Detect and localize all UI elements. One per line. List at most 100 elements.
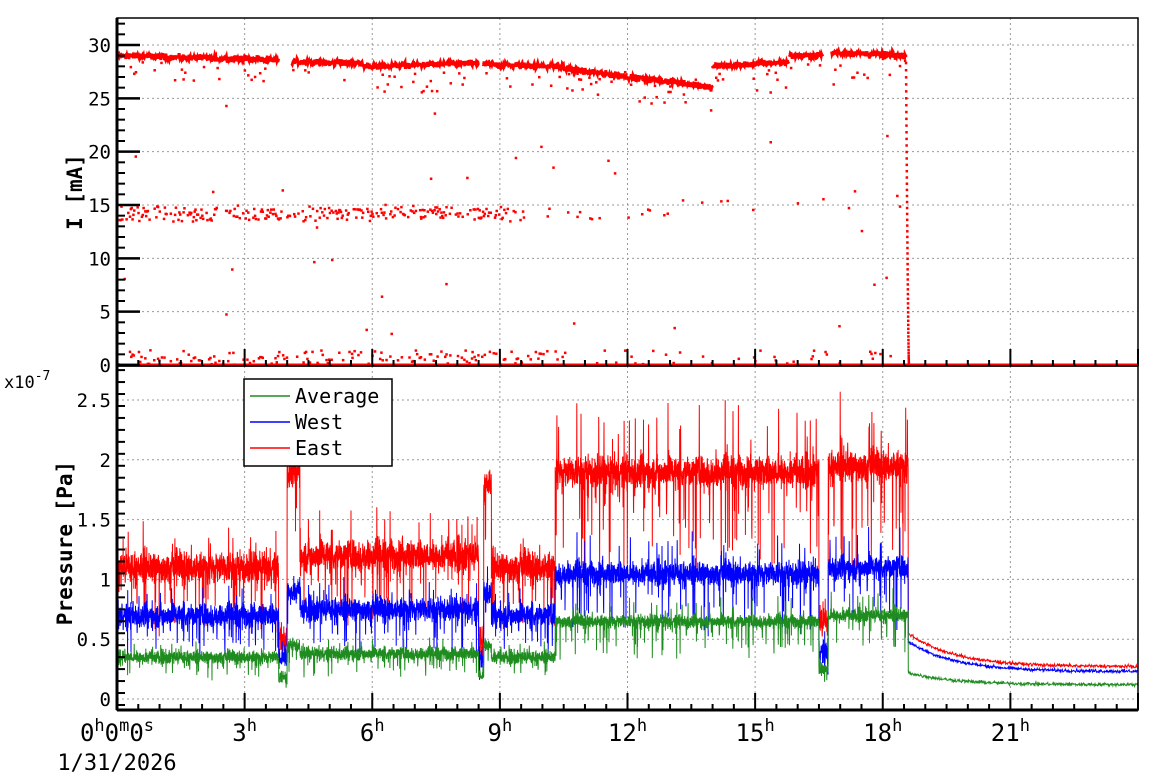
- current-point: [322, 214, 326, 217]
- current-point: [435, 212, 438, 216]
- x-tick-sup: h: [637, 716, 647, 736]
- current-point: [879, 352, 882, 356]
- current-point: [238, 216, 242, 220]
- current-point: [595, 361, 599, 365]
- current-point: [250, 78, 253, 82]
- current-point: [492, 352, 495, 355]
- current-point: [461, 215, 464, 219]
- current-point: [634, 362, 637, 365]
- current-point: [335, 212, 339, 215]
- current-point: [522, 216, 526, 219]
- current-drop-point: [905, 124, 908, 127]
- current-point: [446, 362, 450, 365]
- current-drop-point: [904, 76, 908, 79]
- current-drop-point: [905, 169, 909, 173]
- current-point: [241, 212, 245, 215]
- current-point: [429, 208, 432, 211]
- current-point: [542, 352, 545, 356]
- current-drop-point: [907, 361, 911, 364]
- current-point: [302, 361, 305, 364]
- current-point: [343, 78, 346, 82]
- current-point: [873, 283, 876, 286]
- current-point: [430, 89, 434, 93]
- current-point: [410, 360, 414, 363]
- current-point: [285, 356, 289, 359]
- legend-label-east: East: [295, 436, 343, 460]
- current-point: [361, 211, 365, 215]
- current-drop-point: [907, 345, 910, 349]
- current-point: [504, 211, 508, 215]
- current-point: [341, 358, 345, 362]
- current-point: [767, 69, 771, 72]
- multiplier-base: x10: [4, 373, 35, 393]
- current-point: [424, 215, 427, 218]
- current-point: [445, 205, 448, 209]
- current-point: [264, 67, 267, 70]
- current-point: [261, 356, 264, 360]
- current-point: [563, 351, 567, 355]
- current-point: [141, 213, 145, 217]
- current-point: [218, 359, 221, 363]
- current-y-tick-label: 10: [88, 248, 111, 270]
- current-point: [136, 206, 139, 209]
- current-point: [445, 353, 448, 356]
- current-point: [187, 353, 190, 356]
- current-point: [531, 83, 534, 86]
- current-point: [302, 220, 305, 223]
- current-drop-point: [904, 61, 908, 65]
- current-point: [667, 90, 670, 94]
- current-point: [257, 218, 260, 221]
- current-point: [589, 217, 592, 220]
- x-tick-label: 6h: [360, 716, 385, 747]
- current-point: [439, 216, 442, 219]
- current-point: [429, 79, 433, 83]
- current-point: [806, 63, 810, 66]
- current-point: [576, 72, 579, 76]
- current-point: [351, 356, 354, 360]
- current-point: [406, 215, 410, 219]
- current-point: [197, 359, 201, 362]
- pressure-x-ticks: [116, 693, 1139, 710]
- current-point: [270, 208, 273, 211]
- current-point: [789, 66, 793, 70]
- current-point: [320, 349, 323, 352]
- current-point: [825, 353, 829, 356]
- current-point: [160, 356, 164, 359]
- current-drop-point: [906, 268, 909, 271]
- current-point: [225, 104, 228, 108]
- current-point: [432, 359, 436, 362]
- current-point: [275, 214, 278, 218]
- current-point: [456, 212, 459, 215]
- current-main-trace: [562, 61, 629, 81]
- current-point: [485, 207, 488, 211]
- current-point: [853, 190, 857, 193]
- current-point: [891, 53, 895, 56]
- current-point: [148, 218, 151, 221]
- current-point: [556, 358, 559, 361]
- current-point: [425, 85, 429, 88]
- current-y-tick-label: 15: [88, 195, 111, 217]
- current-point: [126, 56, 129, 59]
- current-point: [510, 350, 513, 353]
- current-point: [337, 211, 340, 214]
- current-point: [839, 64, 842, 67]
- current-point: [269, 211, 272, 214]
- x-tick-sup: s: [144, 716, 154, 736]
- current-point: [355, 216, 358, 219]
- current-point: [323, 207, 327, 211]
- current-point: [247, 211, 250, 214]
- current-point: [655, 95, 658, 99]
- current-drop-point: [906, 262, 909, 266]
- current-point: [856, 71, 859, 75]
- current-point: [610, 80, 613, 83]
- current-point: [889, 354, 892, 358]
- current-point: [190, 211, 193, 215]
- current-point: [347, 211, 350, 215]
- current-point: [880, 54, 883, 57]
- current-point: [428, 353, 432, 356]
- current-point: [469, 209, 472, 212]
- current-point: [393, 214, 396, 217]
- current-point: [193, 210, 196, 213]
- current-point: [381, 73, 384, 77]
- current-point: [549, 84, 553, 87]
